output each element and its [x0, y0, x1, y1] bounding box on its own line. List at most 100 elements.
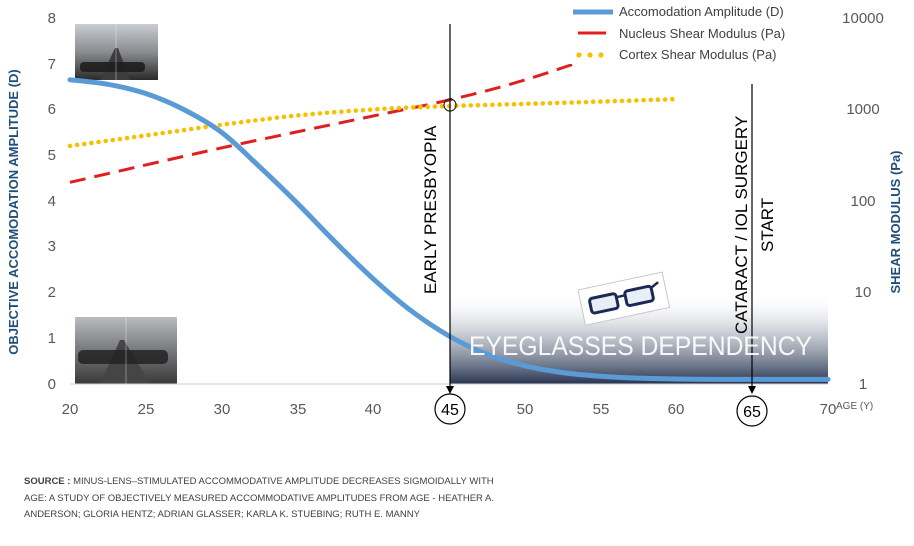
cortex-dot: [281, 114, 287, 120]
cortex-dot: [303, 112, 308, 117]
cortex-dot: [217, 122, 223, 128]
legend-swatch-dot: [576, 52, 582, 58]
marker-line-cataract: [748, 84, 756, 394]
cortex-dot: [583, 99, 589, 105]
cortex-dot: [339, 109, 344, 114]
cortex-dot: [131, 134, 137, 140]
cortex-dot: [446, 103, 452, 109]
cortex-dot: [526, 101, 531, 107]
y-left-tick: 5: [48, 147, 56, 164]
cortex-dot: [288, 113, 294, 119]
x-tick: 60: [668, 401, 685, 418]
cortex-dot: [146, 132, 151, 138]
source-citation: SOURCE : MINUS-LENS–STIMULATED ACCOMMODA…: [24, 474, 494, 524]
cortex-dot: [260, 117, 265, 122]
cortex-dot: [468, 103, 474, 108]
cortex-dot: [626, 98, 632, 103]
cortex-dot: [188, 126, 194, 132]
cortex-dot: [203, 124, 208, 130]
band-title: EYEGLASSES DEPENDENCY: [469, 331, 812, 361]
cortex-dot: [267, 116, 273, 121]
cortex-dot: [425, 104, 431, 110]
cortex-dot: [331, 109, 337, 115]
cortex-dot: [461, 103, 466, 108]
cortex-dot: [274, 115, 280, 120]
y-right-tick: 10: [855, 284, 872, 301]
y-left-tick: 1: [48, 330, 56, 347]
x-tick: 25: [138, 401, 155, 418]
x-tick-circled: 65: [743, 404, 761, 421]
cortex-dot: [174, 128, 180, 134]
y-right-axis-title: SHEAR MODULUS (Pa): [888, 150, 903, 293]
cortex-dot: [360, 107, 366, 113]
label-cataract-surgery: CATARACT / IOL SURGERY: [732, 116, 751, 334]
chart-canvas: 0 1 2 3 4 5 6 7 8 1 10 100 1000 10000 20…: [6, 4, 903, 427]
cortex-dot: [382, 106, 387, 112]
cortex-dot: [569, 100, 574, 105]
y-left-tick-group: 0 1 2 3 4 5 6 7 8: [48, 10, 56, 393]
legend-label: Accomodation Amplitude (D): [619, 4, 784, 19]
x-tick: 30: [214, 401, 231, 418]
cortex-dot: [490, 102, 495, 108]
cortex-dot: [253, 118, 258, 123]
eyeglasses-icon: [577, 271, 671, 326]
source-label: SOURCE :: [24, 476, 71, 487]
marker-line-presbyopia: [446, 24, 454, 394]
cortex-dot: [396, 105, 402, 111]
cortex-dot: [89, 140, 94, 146]
y-left-tick: 8: [48, 10, 56, 27]
cortex-dot: [540, 101, 546, 106]
cortex-dot: [310, 111, 316, 117]
x-tick: 20: [62, 401, 79, 418]
road-photo-top: [75, 24, 158, 80]
cortex-dot: [403, 105, 409, 111]
cortex-dot: [605, 99, 610, 104]
cortex-dot: [96, 139, 101, 145]
cortex-dot: [74, 142, 80, 148]
series-line-nucleus: [69, 45, 624, 184]
series-cortex-points: [67, 96, 675, 149]
cortex-dot: [346, 108, 351, 114]
cortex-dot: [619, 98, 625, 104]
cortex-dot: [389, 106, 395, 111]
cortex-dot: [641, 97, 646, 103]
cortex-dot: [82, 141, 87, 147]
cortex-dot: [296, 113, 301, 118]
x-tick-group: 20 25 30 35 40 50 55 60 70: [62, 401, 837, 418]
cortex-dot: [317, 111, 323, 116]
cortex-dot: [139, 133, 144, 139]
cortex-dot: [590, 99, 596, 105]
cortex-dot: [246, 119, 251, 124]
cortex-dot: [181, 127, 187, 133]
cortex-dot: [110, 137, 116, 143]
cortex-dot: [238, 119, 244, 125]
cortex-dot: [153, 131, 158, 137]
cortex-dot: [432, 104, 438, 109]
cortex-dot: [475, 102, 481, 108]
cortex-dot: [439, 104, 445, 109]
cortex-dot: [353, 108, 359, 113]
circled-age-45: 45: [434, 393, 466, 425]
y-right-tick: 100: [850, 193, 875, 210]
cortex-dot: [612, 98, 618, 104]
cortex-dot: [562, 100, 567, 105]
legend-label: Cortex Shear Modulus (Pa): [619, 47, 777, 62]
legend-item-nucleus: Nucleus Shear Modulus (Pa): [578, 26, 785, 41]
cortex-dot: [124, 135, 130, 141]
source-text: MINUS-LENS–STIMULATED ACCOMMODATIVE AMPL…: [24, 476, 494, 520]
cortex-dot: [670, 96, 675, 102]
x-tick: 50: [517, 401, 534, 418]
legend-label: Nucleus Shear Modulus (Pa): [619, 26, 785, 41]
y-right-tick: 1000: [846, 101, 879, 118]
y-left-tick: 2: [48, 284, 56, 301]
cortex-dot: [160, 130, 165, 136]
y-right-tick: 10000: [842, 10, 884, 27]
legend-swatch-dot: [598, 52, 604, 58]
x-tick: 70: [820, 401, 837, 418]
cortex-dot: [196, 125, 201, 131]
y-left-tick: 6: [48, 101, 56, 118]
x-tick: 55: [593, 401, 610, 418]
cortex-dot: [634, 98, 639, 103]
road-photo-bottom: [75, 317, 177, 384]
cortex-dot: [533, 101, 538, 106]
